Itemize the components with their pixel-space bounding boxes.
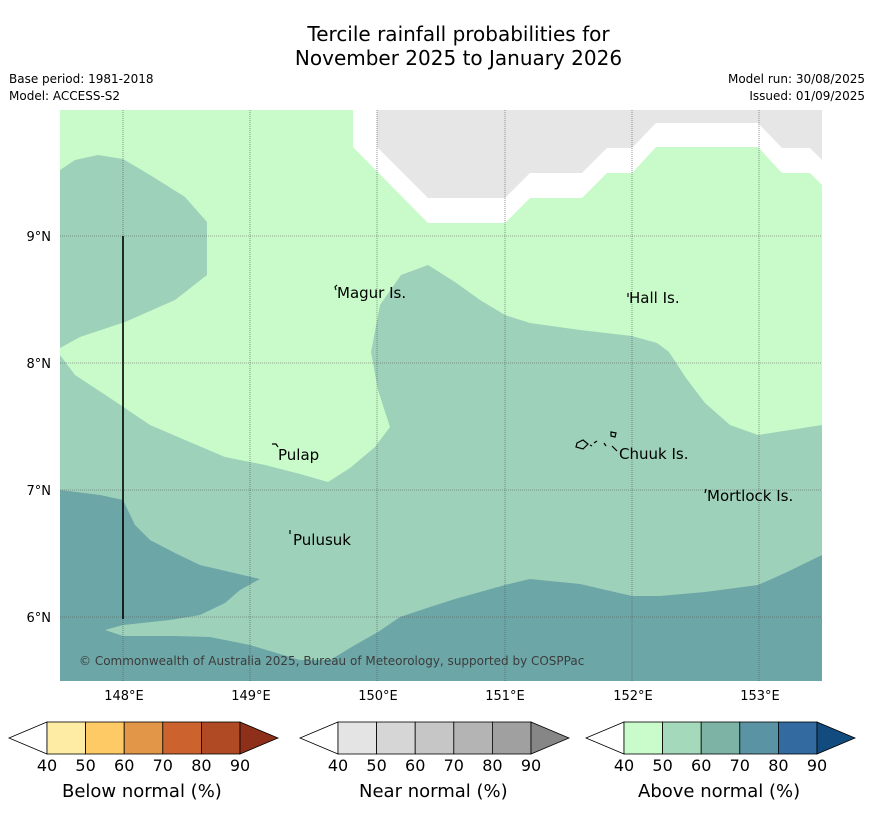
colorbar-below-tick: 60 [114,756,134,775]
colorbar-below-segment [200,721,241,755]
colorbar-near-segment [376,721,416,755]
model-run: Model run: 30/08/2025 [727,72,865,86]
map-title: Tercile rainfall probabilities for Novem… [0,22,873,70]
colorbar-above-segment [700,721,741,755]
grid-lines [60,110,822,681]
place-label-mortlock: Mortlock Is. [707,487,793,505]
colorbar-above-segment [778,721,818,755]
place-label-pulusuk: Pulusuk [293,531,351,549]
colorbar-above-segment [662,721,702,755]
colorbar-near-over-triangle [530,721,571,755]
copyright-notice: © Commonwealth of Australia 2025, Bureau… [79,654,584,668]
colorbar-label-above: Above normal (%) [638,781,801,802]
colorbar-above-tick: 80 [768,756,788,775]
colorbar-below-segment [46,721,86,755]
colorbar-below-segment [123,721,164,755]
above-50-60-region-west [60,155,207,348]
colorbar-below-tick: 40 [37,756,57,775]
colorbar-near-tick: 40 [328,756,348,775]
colorbar-label-near: Near normal (%) [359,781,508,802]
colorbar-above-tick: 40 [614,756,634,775]
title-line-1: Tercile rainfall probabilities for [307,22,610,46]
lat-tick-9n: 9°N [27,230,52,245]
island-mortlock [704,488,707,494]
colorbar-above-segment [739,721,779,755]
place-labels: Magur Is. Hall Is. Pulap Chuuk Is. Mortl… [278,284,793,549]
colorbar-legends: 40 50 60 70 80 90 40 50 60 70 80 90 40 50 60 70 80 90 [7,721,857,775]
colorbar-below-tick: 80 [191,756,211,775]
meta-right: Model run: 30/08/2025 Issued: 01/09/2025 [728,71,865,105]
lon-tick-148e: 148°E [104,689,144,704]
meta-left: Base period: 1981-2018 Model: ACCESS-S2 [9,71,154,105]
lon-tick-labels: 148°E 149°E 150°E 151°E 152°E 153°E [104,689,780,704]
colorbar-near-segment [337,721,377,755]
colorbar-above-tick: 90 [807,756,827,775]
colorbar-near-segment [414,721,455,755]
colorbar-near-tick: 50 [366,756,386,775]
colorbar-near-segment [491,721,532,755]
island-chuuk [575,431,618,452]
colorbar-below-tick: 50 [75,756,95,775]
no-data-region [377,110,822,198]
island-magur [334,284,338,291]
colorbar-below-over-triangle [239,721,280,755]
colorbar-near-tick: 90 [521,756,541,775]
colorbar-label-below: Below normal (%) [62,781,222,802]
colorbar-below-tick: 70 [153,756,173,775]
colorbar-near-tick: 70 [444,756,464,775]
colorbar-below-segment [85,721,125,755]
lat-tick-labels: 9°N 8°N 7°N 6°N [27,230,52,626]
place-label-chuuk: Chuuk Is. [619,445,688,463]
colorbar-below: 40 50 60 70 80 90 [7,721,280,775]
island-shapes [272,284,707,534]
colorbar-above-segment [623,721,663,755]
colorbar-near-tick: 60 [405,756,425,775]
map-area: Magur Is. Hall Is. Pulap Chuuk Is. Mortl… [60,110,822,681]
lon-tick-151e: 151°E [485,689,525,704]
lon-tick-152e: 152°E [613,689,653,704]
lon-tick-150e: 150°E [358,689,398,704]
colorbar-near-tick: 80 [482,756,502,775]
colorbar-near-under-triangle [298,721,339,755]
colorbar-above-under-triangle [584,721,625,755]
place-label-hall: Hall Is. [629,289,680,307]
model-name: Model: ACCESS-S2 [9,89,121,103]
colorbar-above-tick: 70 [730,756,750,775]
lon-tick-149e: 149°E [231,689,271,704]
colorbar-above-tick: 50 [652,756,672,775]
no-data-border [353,110,822,223]
colorbar-above-over-triangle [816,721,857,755]
above-60-70-region [60,490,822,681]
lat-tick-7n: 7°N [27,484,52,499]
title-line-2: November 2025 to January 2026 [294,46,623,70]
issued-date: Issued: 01/09/2025 [749,89,865,103]
lon-tick-153e: 153°E [740,689,780,704]
island-pulap [272,443,279,448]
lat-tick-6n: 6°N [27,611,52,626]
colorbar-above: 40 50 60 70 80 90 [584,721,857,775]
lat-tick-8n: 8°N [27,357,52,372]
colorbar-near-segment [453,721,493,755]
colorbar-below-segment [162,721,202,755]
base-period: Base period: 1981-2018 [9,72,154,86]
colorbar-below-tick: 90 [230,756,250,775]
colorbar-above-tick: 60 [691,756,711,775]
place-label-pulap: Pulap [278,446,319,464]
place-label-magur: Magur Is. [337,284,406,302]
colorbar-below-under-triangle [7,721,48,755]
colorbar-near: 40 50 60 70 80 90 [298,721,571,775]
